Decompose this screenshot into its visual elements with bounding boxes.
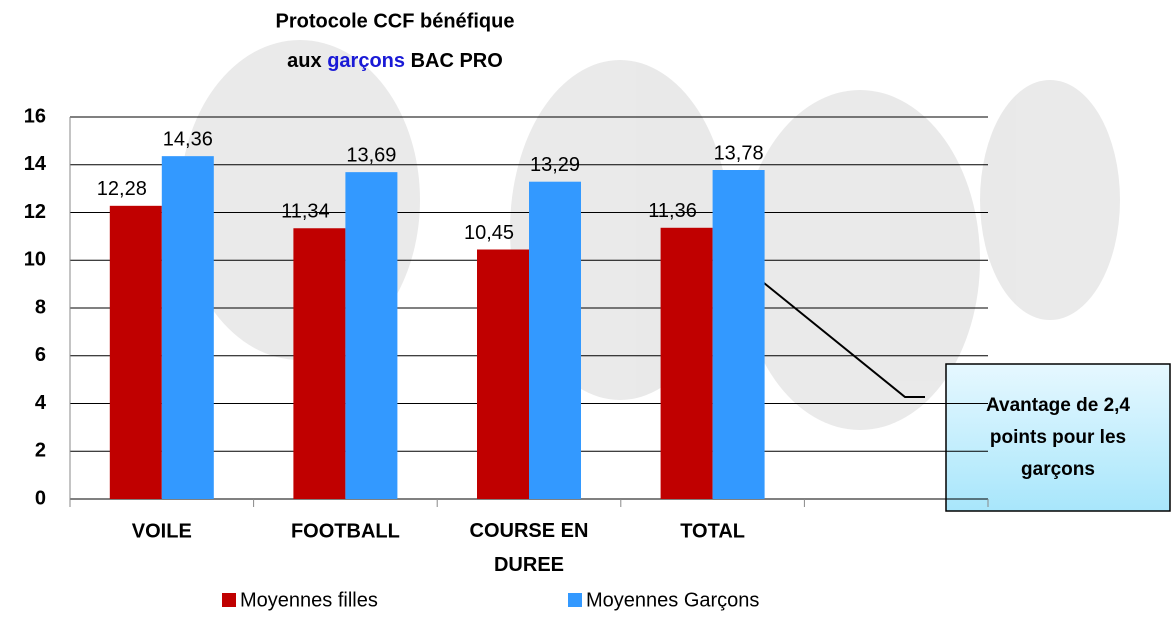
bar (345, 172, 398, 499)
legend-swatch (568, 593, 582, 607)
bar (660, 227, 713, 499)
value-label: 13,29 (530, 154, 580, 176)
y-tick-label: 6 (35, 344, 46, 366)
legend-swatch (222, 593, 236, 607)
bar (293, 228, 346, 499)
bar (161, 156, 214, 499)
title-highlight: garçons (327, 50, 405, 72)
y-tick-label: 12 (24, 201, 46, 223)
annotation-wrap: Avantage de 2,4 points pour les garçons (986, 394, 1130, 480)
x-tick-label: FOOTBALL (291, 520, 400, 542)
x-tick-label: TOTAL (680, 520, 745, 542)
annotation-text: Avantage de 2,4 points pour les garçons (986, 394, 1130, 480)
value-label: 13,78 (714, 142, 764, 164)
title-part: aux (287, 50, 321, 72)
bar (109, 205, 162, 499)
title-part: BAC PRO (411, 50, 503, 72)
bar (477, 249, 529, 499)
chart-title: Protocole CCF bénéfique (276, 10, 515, 32)
x-tick-label: COURSE EN DUREE (470, 520, 589, 576)
y-tick-label: 4 (35, 392, 47, 414)
y-tick-label: 0 (35, 487, 46, 509)
bar (712, 170, 765, 499)
value-label: 10,45 (464, 222, 514, 244)
y-tick-label: 8 (35, 296, 46, 318)
chart-title: aux garçons BAC PRO (287, 50, 503, 72)
value-label: 13,69 (346, 144, 396, 166)
value-label: 11,34 (281, 201, 330, 223)
bar (529, 181, 581, 500)
x-tick-label: VOILE (132, 520, 192, 542)
annotation-pointer (737, 261, 925, 398)
y-tick-label: 10 (24, 249, 46, 271)
value-label: 12,28 (97, 178, 147, 200)
legend-label: Moyennes Garçons (586, 589, 759, 611)
y-tick-label: 2 (35, 440, 46, 462)
value-label: 11,36 (648, 200, 697, 222)
y-tick-label: 14 (24, 153, 47, 175)
y-tick-label: 16 (24, 105, 46, 127)
legend-label: Moyennes filles (240, 589, 378, 611)
value-label: 14,36 (163, 128, 213, 150)
annotation-box (945, 363, 1171, 512)
